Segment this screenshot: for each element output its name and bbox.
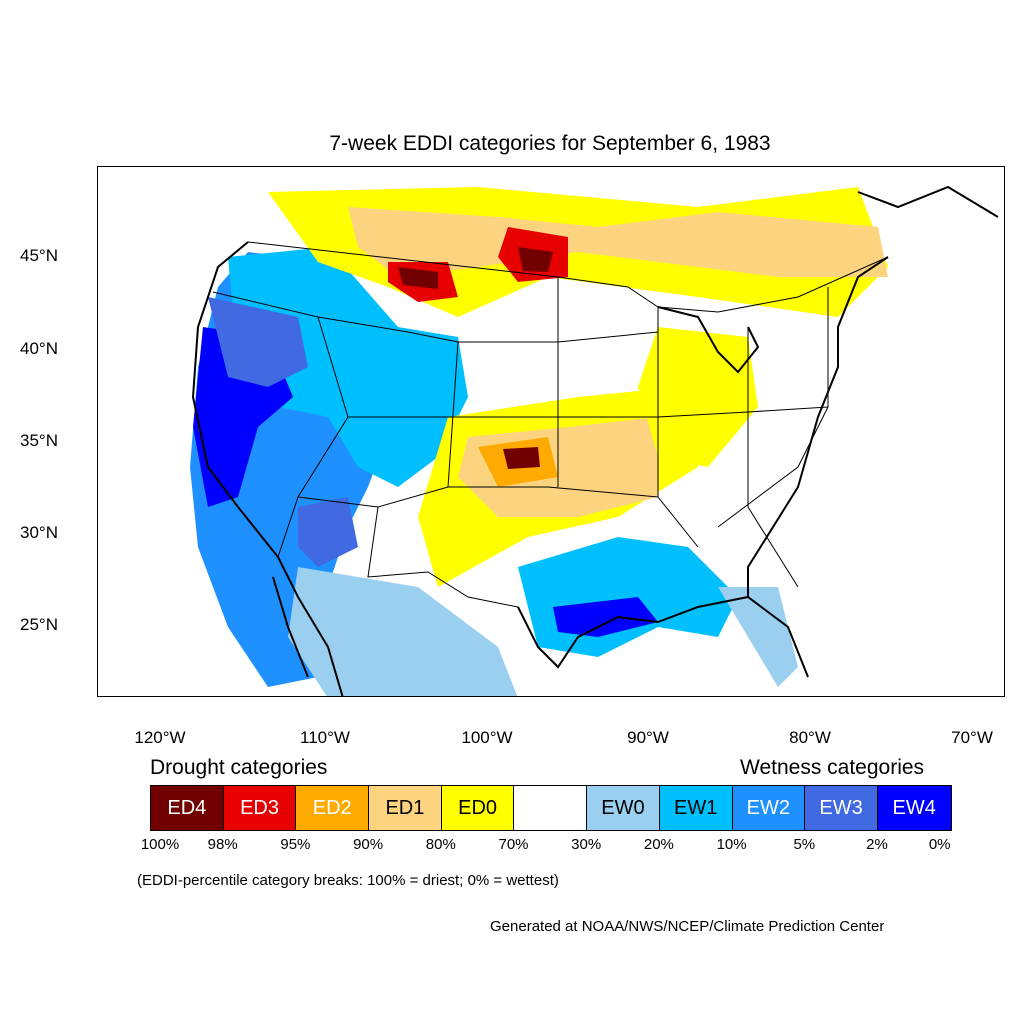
percentile-break-label: 98%	[207, 836, 238, 853]
percentile-break-label: 100%	[140, 836, 180, 853]
lat-label-35: 35°N	[20, 431, 58, 450]
eddi-map	[190, 185, 999, 696]
map-panel	[97, 166, 1005, 697]
montana-ed4-region	[398, 267, 438, 289]
california-ew3-region	[208, 297, 308, 387]
map-title: 7-week EDDI categories for September 6, …	[329, 132, 771, 155]
lat-label-45: 45°N	[20, 246, 58, 265]
percentile-break-label: 30%	[571, 836, 602, 853]
legend-swatch-ed0: ED0	[441, 786, 515, 830]
minnesota-ed4-region	[518, 247, 553, 272]
lat-label-40: 40°N	[20, 339, 58, 358]
legend-swatch-ew0: EW0	[587, 786, 660, 830]
gulf-coast-ew4-region	[553, 597, 658, 637]
legend-swatch-ed2: ED2	[296, 786, 370, 830]
legend-swatch-ew4: EW4	[877, 786, 951, 830]
legend-swatch-ew1: EW1	[659, 786, 733, 830]
gulf-wet-region	[518, 537, 738, 657]
legend-swatch-ed1: ED1	[369, 786, 442, 830]
percentile-break-label: 2%	[866, 836, 888, 853]
midwest-ed0-region	[638, 327, 758, 467]
legend-swatch-ew3: EW3	[805, 786, 878, 830]
drought-legend-heading: Drought categories	[150, 756, 328, 779]
legend-swatch-ed3: ED3	[223, 786, 297, 830]
wetness-legend-heading: Wetness categories	[740, 756, 925, 779]
legend-swatch-ew2: EW2	[732, 786, 806, 830]
southwest-ew3-region	[298, 497, 358, 567]
legend-swatch-ed4: ED4	[151, 786, 224, 830]
percentile-break-label: 5%	[793, 836, 816, 853]
coastlines	[191, 185, 999, 696]
lon-label-110w: 110°W	[300, 728, 350, 747]
north-ed1-region	[348, 207, 888, 277]
florida-wet-region	[718, 587, 798, 687]
lat-label-30: 30°N	[20, 523, 58, 542]
percentile-break-label: 70%	[498, 836, 529, 853]
percentile-break-label: 20%	[643, 836, 674, 853]
lon-label-120w: 120°W	[134, 728, 186, 747]
legend-note: (EDDI-percentile category breaks: 100% =…	[137, 872, 559, 889]
lat-label-25: 25°N	[20, 615, 58, 634]
category-colorbar: ED4 ED3 ED2 ED1 ED0 EW0 EW1 EW2 EW3 EW4	[150, 785, 952, 831]
political-borders	[212, 241, 889, 608]
percentile-break-label: 0%	[928, 836, 951, 853]
percentile-break-label: 95%	[280, 836, 311, 853]
percentile-break-label: 90%	[353, 836, 384, 853]
percentile-break-label: 80%	[425, 836, 456, 853]
credit-line: Generated at NOAA/NWS/NCEP/Climate Predi…	[490, 918, 885, 935]
mexico-ew0-region	[288, 567, 518, 696]
lon-label-80w: 80°W	[789, 728, 831, 747]
legend-swatch-neutral	[514, 786, 588, 830]
lon-label-90w: 90°W	[627, 728, 669, 747]
west-wet-region	[228, 247, 468, 487]
lon-label-70w: 70°W	[951, 728, 993, 747]
oklahoma-ed3-region	[503, 447, 540, 469]
percentile-break-label: 10%	[716, 836, 747, 853]
lon-label-100w: 100°W	[461, 728, 513, 747]
